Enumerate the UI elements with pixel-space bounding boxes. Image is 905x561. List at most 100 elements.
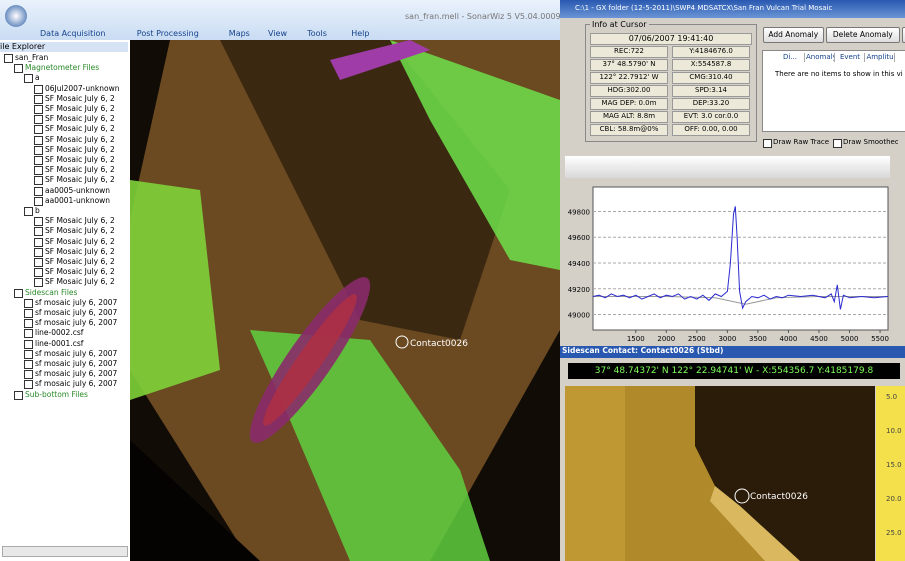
- y-tick-label: 49600: [568, 234, 590, 242]
- info-cell: REC:722: [590, 46, 668, 58]
- checkbox-label[interactable]: Draw Smoothed Tra: [843, 138, 898, 146]
- tree-checkbox[interactable]: [34, 227, 43, 237]
- tree-item[interactable]: b: [35, 206, 40, 215]
- tree-item[interactable]: aa0001-unknown: [45, 195, 111, 205]
- tree-checkbox[interactable]: [24, 309, 33, 318]
- tree-item[interactable]: sf mosaic july 6, 2007: [35, 379, 118, 389]
- plot-area: [592, 186, 889, 331]
- tree-checkbox[interactable]: [34, 217, 43, 227]
- tree-item[interactable]: sf mosaic july 6, 2007: [35, 359, 118, 368]
- top-bar: [0, 0, 560, 40]
- tree-item[interactable]: Sidescan Files: [25, 287, 78, 297]
- tree-item[interactable]: a: [35, 73, 40, 83]
- tree-checkbox[interactable]: [34, 268, 43, 278]
- tree-checkbox[interactable]: [24, 370, 33, 380]
- tree-item[interactable]: line-0002.csf: [35, 328, 84, 338]
- tree-checkbox[interactable]: [24, 298, 33, 308]
- button[interactable]: Add Anomaly: [763, 27, 824, 43]
- info-cell: CBL: 58.8m@0%: [590, 124, 668, 136]
- tree-checkbox[interactable]: [24, 360, 33, 369]
- column-header[interactable]: Anomaly: [806, 53, 835, 62]
- tree-checkbox[interactable]: [34, 94, 43, 104]
- tree-checkbox[interactable]: [24, 349, 33, 359]
- menu-item[interactable]: Maps: [228, 29, 250, 38]
- tree-item[interactable]: SF Mosaic July 6, 2: [45, 165, 115, 175]
- tree-checkbox[interactable]: [4, 54, 13, 63]
- tree-checkbox[interactable]: [34, 258, 43, 267]
- tree-item[interactable]: san_Fran: [15, 53, 49, 62]
- app-button[interactable]: [5, 5, 27, 27]
- checkbox[interactable]: [833, 139, 842, 148]
- tree-checkbox[interactable]: [24, 207, 33, 216]
- checkbox-label[interactable]: Draw Raw Trace: [773, 138, 830, 146]
- tree-item[interactable]: SF Mosaic July 6, 2: [45, 277, 115, 287]
- x-tick-label: 2000: [657, 335, 675, 343]
- checkbox[interactable]: [763, 139, 772, 148]
- trace: [592, 206, 889, 310]
- x-tick-label: 5000: [841, 335, 859, 343]
- tree-item[interactable]: SF Mosaic July 6, 2: [45, 216, 115, 226]
- tree-checkbox[interactable]: [34, 145, 43, 155]
- tree-checkbox[interactable]: [24, 329, 33, 339]
- tree-item[interactable]: SF Mosaic July 6, 2: [45, 246, 115, 256]
- tree-checkbox[interactable]: [34, 247, 43, 257]
- tree-checkbox[interactable]: [34, 135, 43, 145]
- button[interactable]: Auto De: [902, 27, 905, 43]
- tree-checkbox[interactable]: [34, 237, 43, 247]
- tree-checkbox[interactable]: [34, 156, 43, 165]
- tree-checkbox[interactable]: [34, 176, 43, 186]
- tree-item[interactable]: sf mosaic july 6, 2007: [35, 348, 118, 358]
- tree-checkbox[interactable]: [24, 380, 33, 390]
- tree-item[interactable]: Magnetometer Files: [25, 63, 100, 73]
- column-header[interactable]: Amplitu: [866, 53, 895, 62]
- tree-item[interactable]: SF Mosaic July 6, 2: [45, 93, 115, 103]
- column-header[interactable]: Di...: [776, 53, 805, 62]
- tree-item[interactable]: sf mosaic july 6, 2007: [35, 308, 118, 317]
- tree-item[interactable]: SF Mosaic July 6, 2: [45, 267, 115, 277]
- tree-item[interactable]: SF Mosaic July 6, 2: [45, 114, 115, 124]
- tree-checkbox[interactable]: [34, 84, 43, 94]
- tree-checkbox[interactable]: [24, 74, 33, 84]
- tree-item[interactable]: SF Mosaic July 6, 2: [45, 134, 115, 144]
- tree-item[interactable]: aa0005-unknown: [45, 185, 111, 195]
- tree-checkbox[interactable]: [34, 125, 43, 135]
- tree-item[interactable]: sf mosaic july 6, 2007: [35, 297, 118, 307]
- menu-item[interactable]: Post Processing: [136, 29, 199, 38]
- tree-item[interactable]: SF Mosaic July 6, 2: [45, 236, 115, 246]
- sidescan-image: Contact0026: [565, 386, 875, 561]
- h-scrollbar[interactable]: [2, 546, 128, 557]
- tree-item[interactable]: SF Mosaic July 6, 2: [45, 104, 115, 113]
- tree-checkbox[interactable]: [14, 288, 23, 298]
- column-header[interactable]: Event: [836, 53, 865, 62]
- tree-item[interactable]: SF Mosaic July 6, 2: [45, 175, 115, 185]
- tree-item[interactable]: SF Mosaic July 6, 2: [45, 226, 115, 236]
- menu-item[interactable]: View: [268, 29, 287, 38]
- menu-item[interactable]: Data Acquisition: [40, 29, 106, 38]
- info-cell: OFF: 0.00, 0.00: [672, 124, 750, 136]
- tree-checkbox[interactable]: [14, 390, 23, 400]
- tree-item[interactable]: SF Mosaic July 6, 2: [45, 124, 115, 134]
- tree-checkbox[interactable]: [34, 166, 43, 176]
- tree-item[interactable]: SF Mosaic July 6, 2: [45, 257, 115, 266]
- tree-item[interactable]: 06Jul2007-unknown: [45, 83, 120, 93]
- tree-checkbox[interactable]: [24, 319, 33, 329]
- menu-item[interactable]: Tools: [307, 29, 327, 38]
- button[interactable]: Delete Anomaly: [825, 27, 900, 43]
- tree-checkbox[interactable]: [24, 339, 33, 349]
- mosaic: Contact0026: [130, 40, 560, 561]
- tree-checkbox[interactable]: [34, 186, 43, 196]
- tree-item[interactable]: Sub-bottom Files: [25, 389, 88, 399]
- tree-checkbox[interactable]: [34, 105, 43, 114]
- tree-item[interactable]: sf mosaic july 6, 2007: [35, 369, 118, 379]
- tree-item[interactable]: SF Mosaic July 6, 2: [45, 144, 115, 154]
- right-title-bar: [560, 0, 905, 18]
- menu-item[interactable]: Help: [351, 29, 370, 38]
- y-tick-label: 49000: [568, 312, 590, 320]
- tree-checkbox[interactable]: [34, 278, 43, 288]
- tree-item[interactable]: sf mosaic july 6, 2007: [35, 318, 118, 328]
- tree-item[interactable]: SF Mosaic July 6, 2: [45, 155, 115, 164]
- tree-checkbox[interactable]: [34, 196, 43, 206]
- tree-item[interactable]: line-0001.csf: [35, 338, 84, 348]
- tree-checkbox[interactable]: [34, 115, 43, 125]
- tree-checkbox[interactable]: [14, 64, 23, 74]
